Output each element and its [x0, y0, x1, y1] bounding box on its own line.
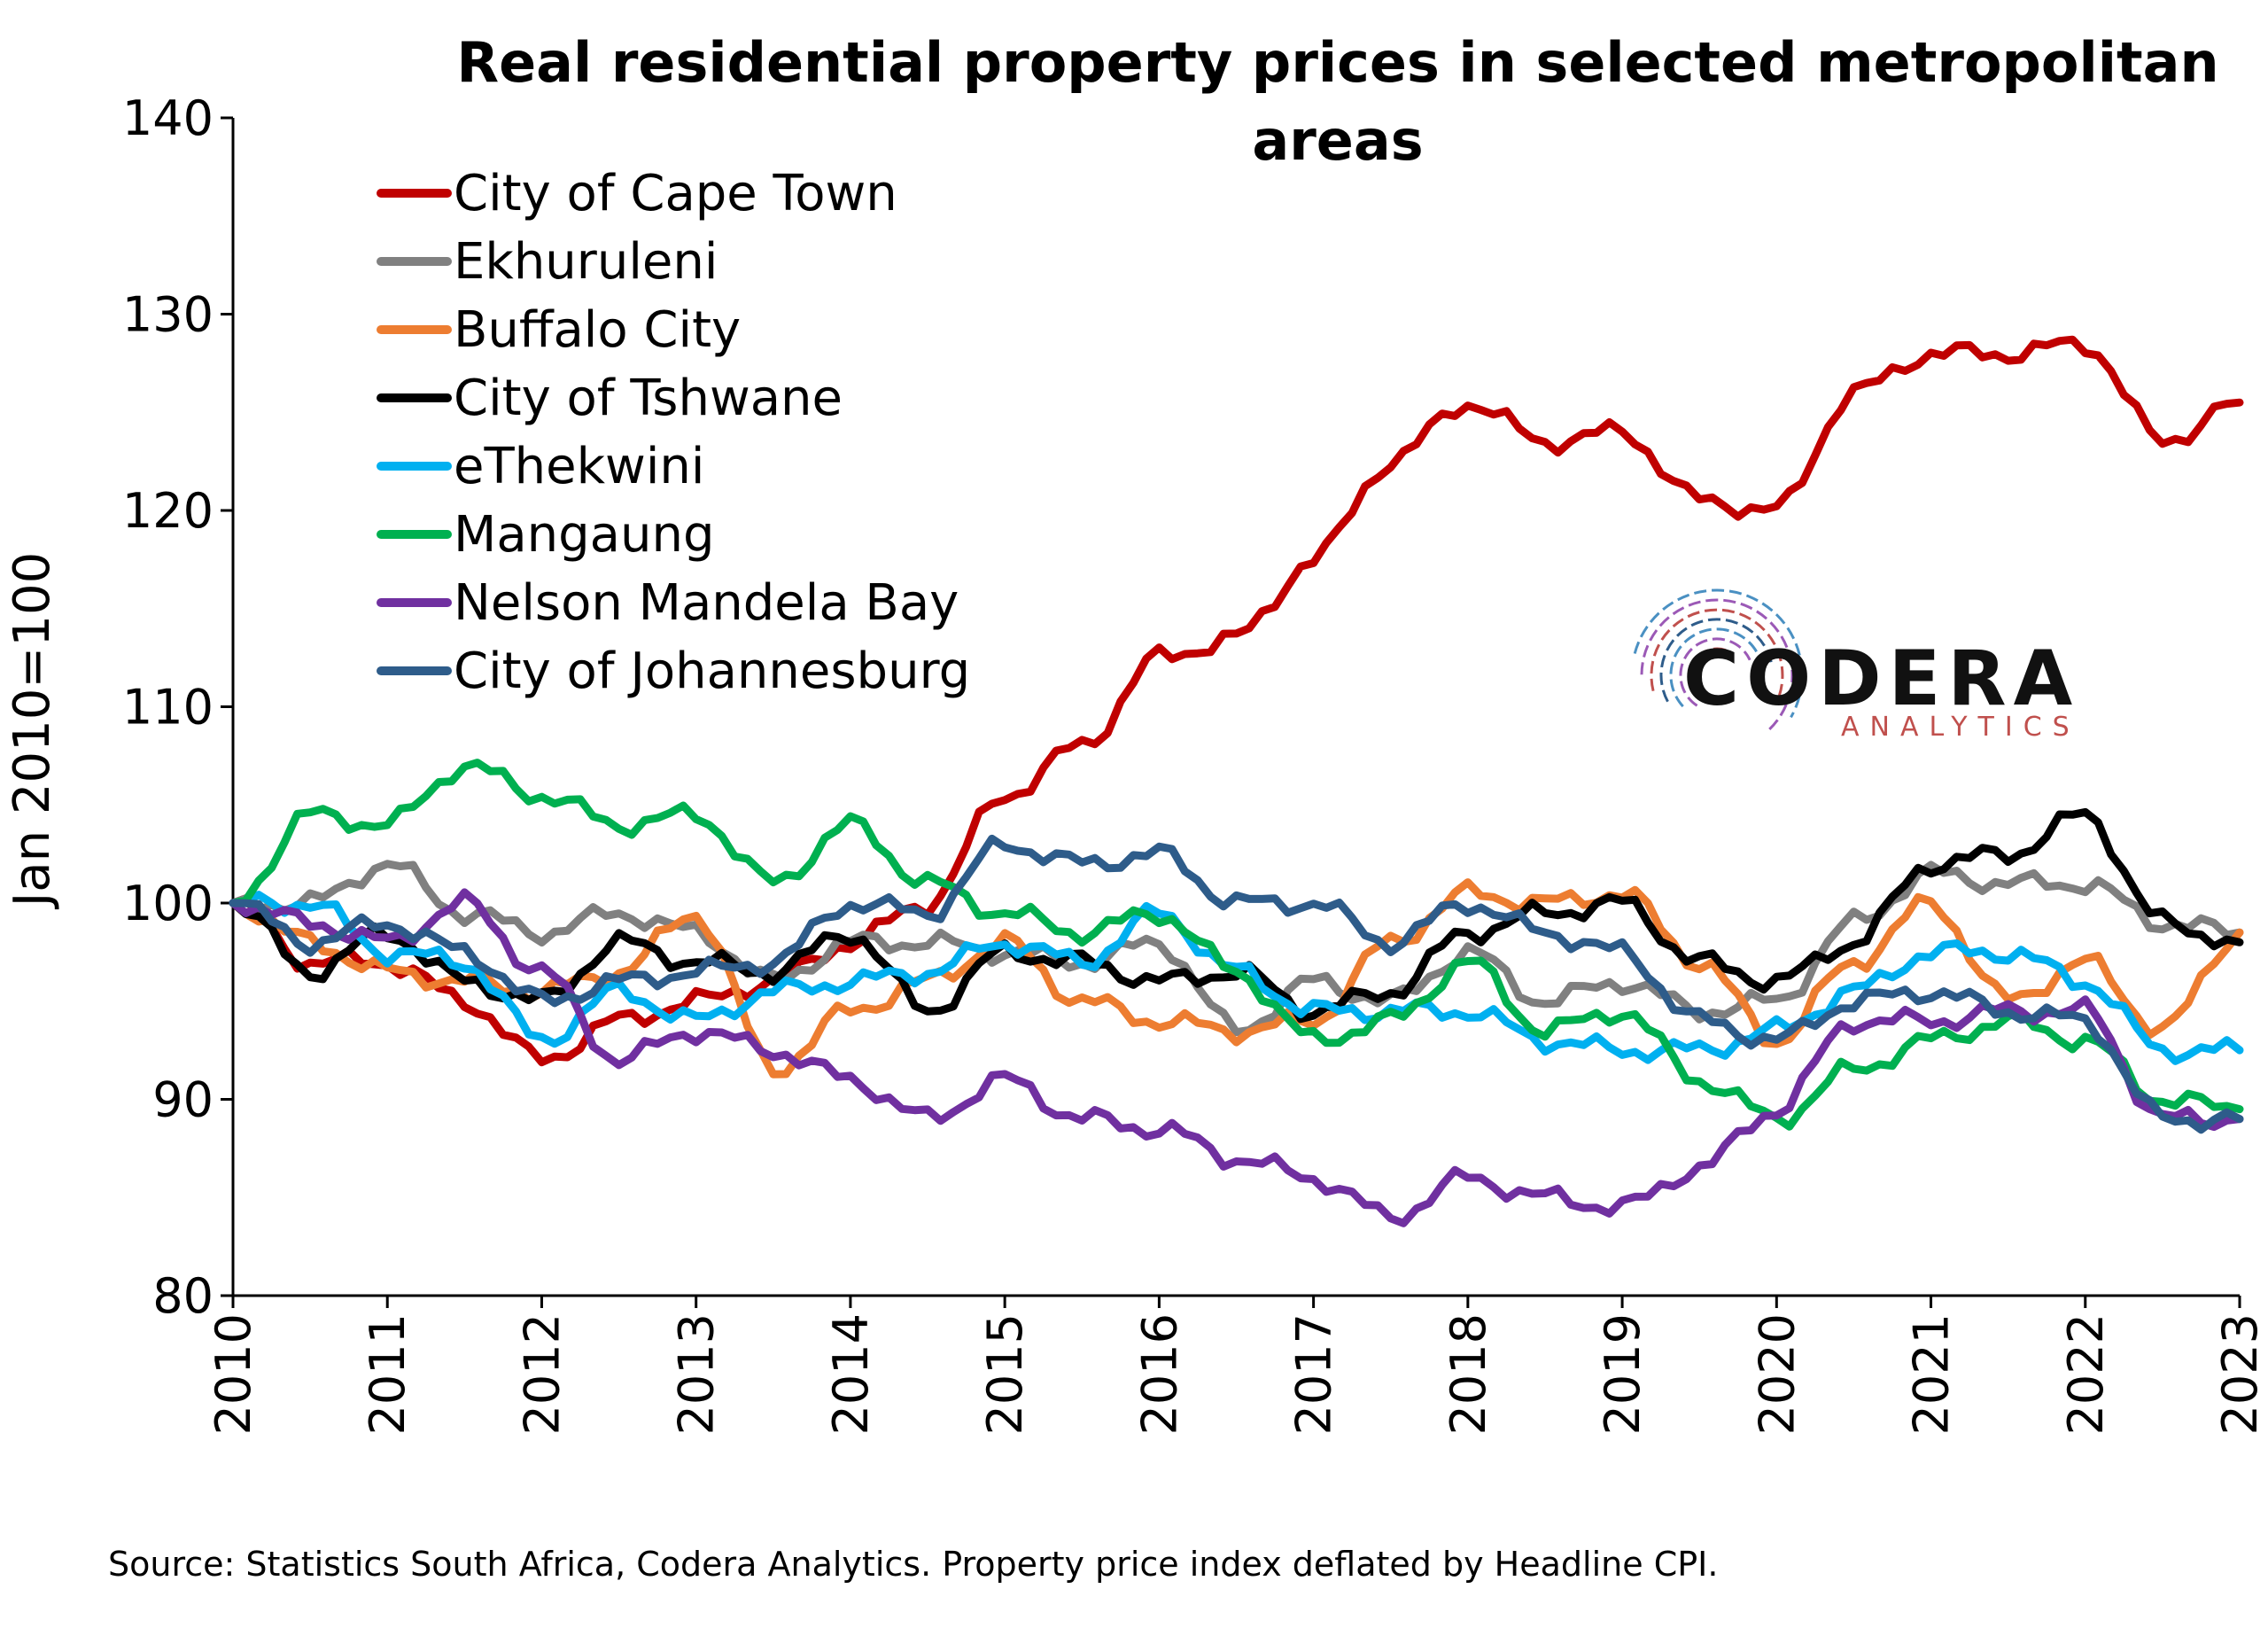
logo-ring-arc — [1689, 647, 1733, 702]
series-lines — [229, 335, 2244, 1227]
logo-ring-icon — [1633, 588, 1804, 734]
y-tick-label: 120 — [122, 483, 214, 539]
x-tick-label: 2015 — [977, 1313, 1033, 1435]
logo-ring-arc — [1669, 627, 1765, 708]
logo-ring-arc — [1640, 598, 1794, 734]
legend-label-city-of-johannesburg: City of Johannesburg — [454, 642, 970, 700]
series-line-ethekwini — [229, 891, 2244, 1065]
y-tick-label: 80 — [152, 1268, 214, 1324]
x-tick-label: 2023 — [2212, 1313, 2268, 1435]
source-note: Source: Statistics South Africa, Codera … — [108, 1545, 1718, 1584]
logo-ring-arc — [1650, 608, 1784, 697]
x-tick-labels: 2010 2011 2012 2013 2014 2015 2016 2017 2018 2019… — [206, 1296, 2268, 1435]
x-tick-label: 2014 — [823, 1313, 879, 1435]
x-tick-label: 2019 — [1595, 1313, 1651, 1435]
y-tick-label: 100 — [122, 876, 214, 931]
x-tick-label: 2020 — [1749, 1313, 1805, 1435]
logo-subtitle: ANALYTICS — [1841, 712, 2080, 743]
codera-logo: CODERA ANALYTICS — [1633, 588, 2080, 743]
logo-ring-arc — [1679, 637, 1751, 707]
x-tick-label: 2016 — [1131, 1313, 1187, 1435]
x-tick-label: 2021 — [1904, 1313, 1960, 1435]
legend-label-ekhuruleni: Ekhuruleni — [454, 233, 718, 291]
legend-label-ethekwini: eThekwini — [454, 438, 704, 495]
x-tick-label: 2017 — [1286, 1313, 1342, 1435]
y-tick-label: 90 — [152, 1072, 214, 1128]
x-tick-label: 2010 — [206, 1313, 261, 1435]
y-axis-label: Jan 2010=100 — [4, 552, 61, 909]
logo-ring-arc — [1633, 588, 1804, 719]
x-tick-label: 2012 — [514, 1313, 570, 1435]
logo-ring-arc — [1659, 618, 1773, 703]
y-tick-labels: 80 90 100 110 120 130 140 — [122, 90, 233, 1324]
legend-label-buffalo-city: Buffalo City — [454, 301, 741, 359]
chart-title: Real residential property prices in sele… — [456, 30, 2218, 173]
series-line-ekhuruleni — [229, 860, 2244, 1037]
logo-name: CODERA — [1683, 635, 2079, 723]
x-tick-label: 2013 — [669, 1313, 725, 1435]
x-tick-label: 2022 — [2058, 1313, 2114, 1435]
series-line-city-of-johannesburg — [229, 834, 2244, 1134]
y-tick-label: 140 — [122, 90, 214, 146]
y-tick-label: 130 — [122, 287, 214, 343]
y-tick-label: 110 — [122, 680, 214, 736]
legend: City of Cape Town Ekhuruleni Buffalo City C… — [377, 165, 970, 700]
x-tick-label: 2011 — [360, 1313, 416, 1435]
chart-title-line-1: Real residential property prices in sele… — [456, 30, 2218, 95]
legend-label-mangaung: Mangaung — [454, 506, 715, 564]
series-line-city-of-cape-town — [229, 335, 2244, 1067]
legend-label-city-of-tshwane: City of Tshwane — [454, 370, 843, 427]
legend-label-nelson-mandela-bay: Nelson Mandela Bay — [454, 574, 959, 632]
series-line-nelson-mandela-bay — [229, 888, 2244, 1227]
series-line-mangaung — [229, 759, 2244, 1131]
legend-label-city-of-cape-town: City of Cape Town — [454, 165, 897, 222]
x-tick-label: 2018 — [1441, 1313, 1496, 1435]
chart-title-line-2: areas — [1252, 108, 1423, 173]
